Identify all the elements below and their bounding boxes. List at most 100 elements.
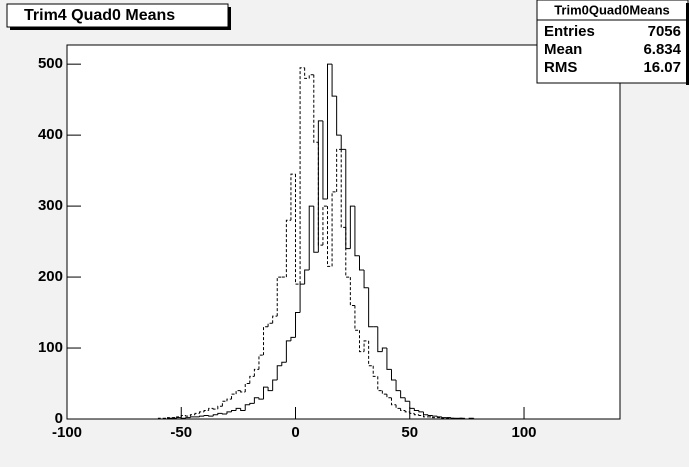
histogram-bin (304, 269, 310, 285)
histogram-bin (358, 330, 365, 353)
histogram-bin (381, 390, 387, 395)
histogram-bin (258, 354, 264, 370)
histogram-bin (363, 340, 369, 352)
histogram-bin (459, 417, 465, 419)
stats-shadow (686, 3, 689, 85)
histogram-bin (272, 315, 278, 324)
histogram-bin (400, 390, 406, 399)
histogram-bin (441, 417, 447, 419)
histogram-bin (377, 376, 383, 392)
histogram-bin (427, 414, 433, 416)
y-tick-label: 300 (38, 197, 63, 214)
x-tick-label: -50 (170, 424, 192, 441)
histogram-bin (272, 379, 278, 391)
histogram-bin (221, 413, 227, 415)
histogram-bin (322, 120, 328, 200)
histogram-bin (290, 173, 296, 221)
histogram-bin (235, 407, 241, 411)
histogram-bin (221, 400, 227, 407)
histogram-bin (363, 269, 369, 289)
histogram-bin (418, 414, 424, 416)
histogram-bin (226, 411, 232, 415)
histogram-bin (317, 142, 323, 246)
histogram-bin (231, 393, 237, 400)
histogram-bin (308, 205, 314, 270)
y-tick-label: 0 (55, 410, 63, 427)
stats-label: Mean (544, 41, 582, 58)
histogram-bin (313, 74, 319, 143)
title-box (6, 3, 229, 28)
histogram-bin (354, 206, 360, 257)
histogram-bin (217, 405, 223, 410)
histogram-bin (203, 409, 209, 412)
histogram-bin (390, 397, 397, 406)
histogram-bin (167, 417, 173, 419)
histogram-bin (381, 347, 387, 352)
y-tick-label: 200 (38, 268, 63, 285)
histogram-bin (331, 191, 337, 267)
histogram-bin (176, 416, 182, 418)
histogram-bin (349, 205, 355, 249)
x-tick-label: 0 (291, 424, 299, 441)
histogram-bin (349, 277, 355, 306)
histogram-bin (240, 408, 246, 411)
stats-label: RMS (544, 59, 577, 76)
histogram-bin (176, 417, 182, 419)
histogram-bin (212, 408, 218, 410)
histogram-bin (226, 398, 232, 402)
histogram-bin (386, 348, 392, 370)
histogram-bin (313, 206, 319, 253)
histogram-bin (368, 287, 374, 328)
histogram-bin (249, 375, 255, 384)
histogram-bin (395, 379, 401, 392)
histogram-bin (336, 96, 342, 136)
histogram-bin (208, 415, 214, 417)
histogram-bin (413, 408, 419, 411)
histogram-bin (454, 418, 461, 420)
histogram-bin (199, 415, 205, 417)
histogram-bin (436, 416, 442, 418)
histogram-bin (199, 411, 205, 414)
histogram-bin (281, 361, 287, 366)
histogram-bin (180, 414, 186, 417)
stats-title: Trim0Quad0Means (554, 2, 670, 17)
histogram-bin (253, 397, 259, 404)
histogram-bin (235, 390, 241, 395)
stats-value: 7056 (648, 23, 681, 40)
histogram-bin (185, 417, 191, 419)
histogram-bin (217, 412, 223, 415)
histogram-bin (395, 404, 401, 409)
histogram-bin (322, 205, 328, 246)
histogram-bin (400, 408, 406, 411)
histogram-bin (308, 74, 314, 79)
histogram-bin (327, 206, 333, 267)
histogram-bin (304, 67, 310, 79)
histogram-bin (432, 416, 438, 419)
histogram-bin (372, 365, 378, 377)
histogram-bin (473, 418, 479, 420)
histogram-bin (413, 413, 419, 416)
histogram-bin (189, 414, 195, 417)
histogram-bin (244, 404, 250, 411)
histogram-bin (299, 67, 305, 285)
histogram-bin (267, 322, 273, 327)
histogram-bin (377, 326, 383, 353)
histogram-bin (185, 415, 191, 417)
histogram-bin (285, 219, 291, 278)
histogram-bin (331, 64, 337, 97)
stats-value: 16.07 (643, 59, 681, 76)
histogram-bin (194, 412, 200, 415)
histogram-bin (263, 386, 269, 400)
histogram-bin (386, 394, 392, 399)
histogram-bin (258, 397, 264, 400)
histogram-bin (409, 401, 415, 409)
histogram-bin (208, 407, 214, 411)
histogram-bin (345, 227, 351, 278)
histogram-bin (231, 409, 237, 412)
histogram-bin (285, 340, 291, 363)
histogram-bin (404, 397, 410, 402)
histogram-bin (276, 365, 282, 380)
histogram-bin (276, 276, 282, 317)
histogram-bin (327, 63, 333, 199)
